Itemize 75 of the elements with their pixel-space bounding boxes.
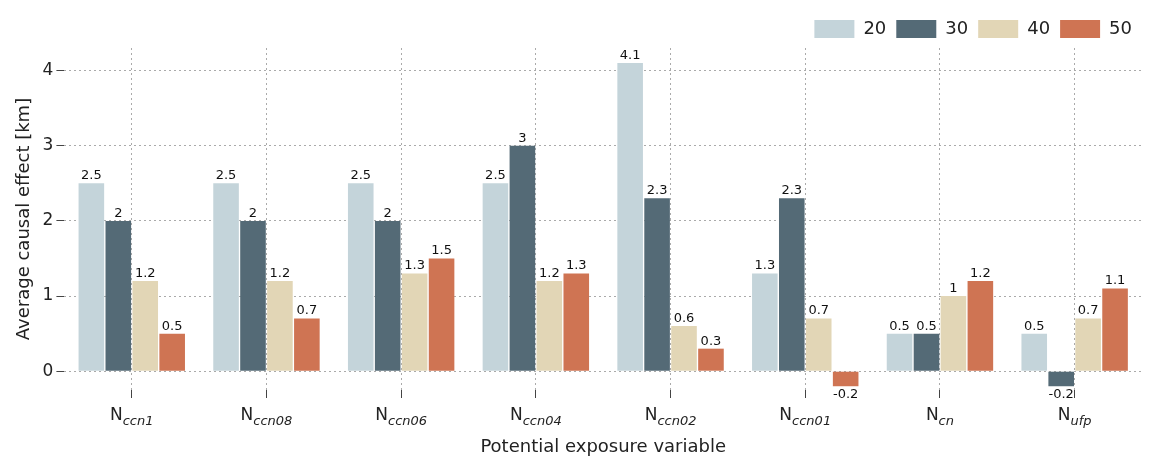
bar xyxy=(967,281,994,371)
bar xyxy=(644,198,670,371)
y-tick-label: 3 xyxy=(42,134,54,155)
data-label: 2.5 xyxy=(485,167,506,183)
data-label: 2.5 xyxy=(81,167,102,183)
data-label: 2 xyxy=(114,204,123,220)
data-label: 2.5 xyxy=(350,167,372,183)
legend-label: 40 xyxy=(1027,16,1051,38)
bar xyxy=(132,281,159,371)
data-label: 0.7 xyxy=(1077,302,1099,318)
data-label: 1 xyxy=(949,279,958,295)
data-label: -0.2 xyxy=(1048,386,1074,402)
bar xyxy=(374,220,401,371)
data-label: 0.5 xyxy=(889,317,910,333)
bar xyxy=(940,296,967,371)
bar xyxy=(213,183,239,371)
legend-label: 30 xyxy=(945,16,969,38)
bar xyxy=(752,273,778,371)
data-label: 0.3 xyxy=(700,332,722,348)
data-label: 2.5 xyxy=(215,167,237,183)
y-axis-title: Average causal effect [km] xyxy=(12,97,34,341)
data-label: 0.5 xyxy=(1023,317,1045,333)
bar xyxy=(509,145,536,371)
data-label: 0.5 xyxy=(161,317,183,333)
bar xyxy=(671,326,697,371)
bar xyxy=(617,63,643,371)
bar xyxy=(159,333,185,371)
data-label: 1.2 xyxy=(538,264,560,280)
bar xyxy=(105,220,132,371)
data-label: 1.2 xyxy=(134,264,156,280)
bar xyxy=(294,318,320,371)
y-tick-label: 2 xyxy=(42,209,54,230)
legend-label: 20 xyxy=(863,16,887,38)
bar xyxy=(805,318,832,371)
bar xyxy=(267,281,293,371)
data-label: 0.7 xyxy=(808,302,830,318)
bar xyxy=(1075,318,1101,371)
data-label: 1.2 xyxy=(970,264,991,280)
data-label: 1.3 xyxy=(404,257,425,273)
data-label: 0.6 xyxy=(673,309,695,325)
bar xyxy=(563,273,590,371)
data-label: 0.7 xyxy=(296,302,318,318)
bar xyxy=(913,333,940,371)
bar xyxy=(78,183,105,371)
data-label: 1.5 xyxy=(431,242,452,258)
data-label: 4.1 xyxy=(619,46,641,62)
data-label: 1.2 xyxy=(269,264,291,280)
bar xyxy=(1021,333,1048,371)
bar xyxy=(240,220,266,371)
bar xyxy=(482,183,509,371)
data-label: 2 xyxy=(248,204,258,220)
bar xyxy=(401,273,428,371)
data-label: -0.2 xyxy=(832,386,859,402)
data-label: 1.1 xyxy=(1104,272,1126,288)
bar xyxy=(1102,288,1128,371)
legend-label: 50 xyxy=(1109,16,1132,38)
y-tick-label: 0 xyxy=(42,359,54,380)
bar xyxy=(1048,371,1074,387)
data-label: 2.3 xyxy=(646,182,668,198)
data-label: 2.3 xyxy=(781,182,803,198)
data-label: 1.3 xyxy=(754,257,776,273)
data-label: 3 xyxy=(518,129,527,145)
data-label: 1.3 xyxy=(565,257,587,273)
bar xyxy=(428,258,455,371)
bar xyxy=(832,371,859,387)
bar xyxy=(778,198,805,371)
bar xyxy=(347,183,374,371)
y-tick-label: 1 xyxy=(42,284,54,305)
bar xyxy=(698,348,724,371)
data-label: 2 xyxy=(383,204,392,220)
bar xyxy=(536,281,563,371)
y-tick-label: 4 xyxy=(42,58,54,79)
bar xyxy=(886,333,913,371)
x-axis-title: Potential exposure variable xyxy=(480,434,727,456)
data-label: 0.5 xyxy=(916,317,937,333)
